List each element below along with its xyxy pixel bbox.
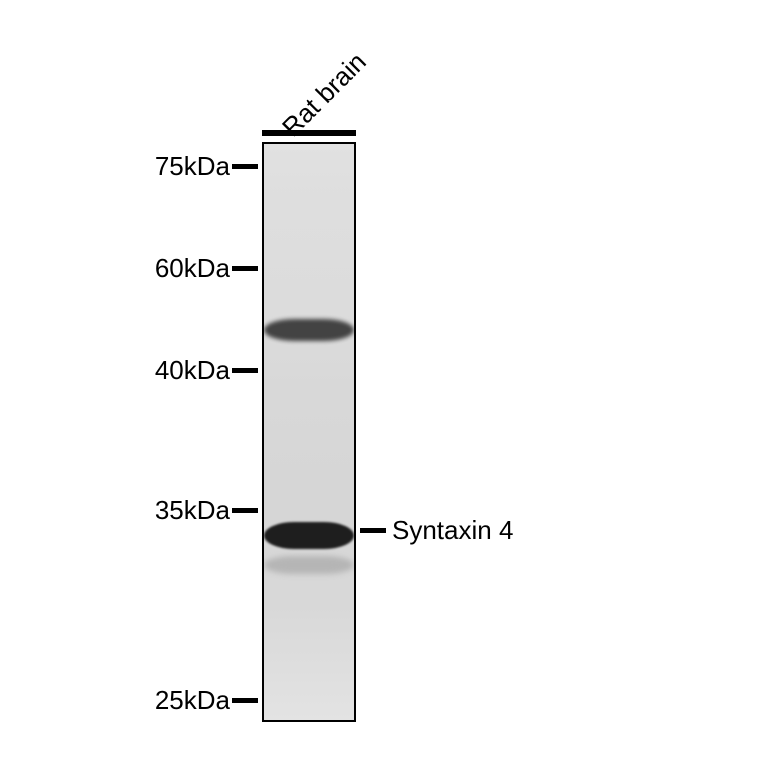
sample-underline xyxy=(262,130,356,136)
target-label: Syntaxin 4 xyxy=(392,515,513,546)
mw-label-0: 75kDa xyxy=(155,151,230,182)
band-1 xyxy=(264,522,354,549)
blot-lane xyxy=(262,142,356,722)
target-tick xyxy=(360,528,386,533)
mw-label-3: 35kDa xyxy=(155,495,230,526)
mw-tick-1 xyxy=(232,266,258,271)
mw-tick-2 xyxy=(232,368,258,373)
mw-tick-3 xyxy=(232,508,258,513)
lane-background xyxy=(264,144,354,720)
blot-figure: Rat brain 75kDa 60kDa 40kDa 35kDa 25kDa Synt… xyxy=(0,0,764,764)
mw-tick-4 xyxy=(232,698,258,703)
mw-label-2: 40kDa xyxy=(155,355,230,386)
mw-label-4: 25kDa xyxy=(155,685,230,716)
band-2 xyxy=(264,556,354,574)
mw-tick-0 xyxy=(232,164,258,169)
sample-label: Rat brain xyxy=(276,46,373,143)
band-0 xyxy=(264,319,354,341)
mw-label-1: 60kDa xyxy=(155,253,230,284)
